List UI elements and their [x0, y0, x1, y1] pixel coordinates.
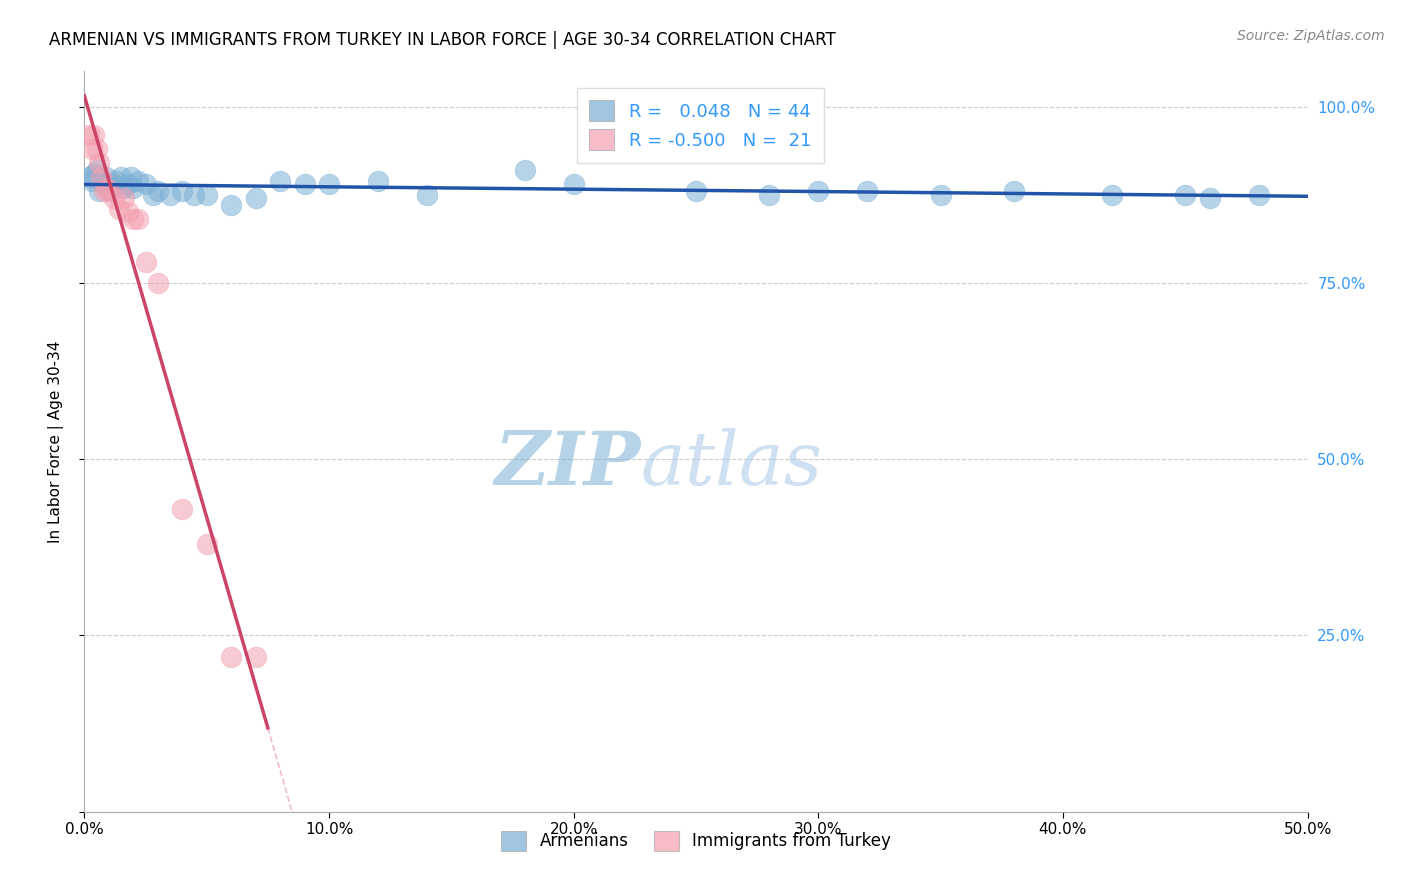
Point [127, 174, 149, 188]
Point [172, 184, 194, 198]
Point [105, 174, 128, 188]
Point [135, 254, 157, 268]
Point [103, 191, 125, 205]
Point [195, 537, 218, 551]
Point [146, 276, 169, 290]
Point [245, 191, 267, 205]
Point [1174, 187, 1197, 202]
Point [127, 212, 149, 227]
Y-axis label: In Labor Force | Age 30-34: In Labor Force | Age 30-34 [48, 340, 63, 543]
Point [416, 187, 439, 202]
Point [117, 205, 139, 219]
Point [219, 198, 242, 212]
Point [142, 187, 165, 202]
Point [146, 184, 169, 198]
Point [86, 142, 108, 156]
Point [929, 187, 952, 202]
Text: Source: ZipAtlas.com: Source: ZipAtlas.com [1237, 29, 1385, 43]
Point [269, 174, 291, 188]
Point [562, 177, 585, 191]
Text: ZIP: ZIP [495, 427, 641, 500]
Point [80, 142, 103, 156]
Point [110, 170, 132, 185]
Point [1002, 184, 1025, 198]
Point [183, 187, 205, 202]
Point [103, 177, 125, 191]
Point [172, 501, 194, 516]
Point [1198, 191, 1220, 205]
Legend: Armenians, Immigrants from Turkey: Armenians, Immigrants from Turkey [494, 823, 898, 859]
Point [117, 177, 139, 191]
Point [93, 177, 115, 191]
Point [83, 128, 105, 142]
Point [122, 212, 145, 227]
Point [159, 187, 181, 202]
Point [1247, 187, 1270, 202]
Point [294, 177, 316, 191]
Point [87, 184, 110, 198]
Point [685, 184, 707, 198]
Point [122, 180, 145, 194]
Point [219, 649, 242, 664]
Point [97, 180, 120, 194]
Point [856, 184, 879, 198]
Point [195, 187, 218, 202]
Point [77, 128, 100, 142]
Point [245, 649, 267, 664]
Point [367, 174, 389, 188]
Point [90, 170, 112, 185]
Point [1101, 187, 1123, 202]
Point [90, 174, 112, 188]
Point [93, 184, 115, 198]
Point [807, 184, 830, 198]
Point [318, 177, 340, 191]
Point [96, 180, 118, 194]
Point [77, 170, 100, 185]
Point [513, 163, 536, 178]
Point [87, 156, 110, 170]
Point [107, 202, 129, 216]
Point [135, 177, 157, 191]
Text: atlas: atlas [641, 427, 823, 500]
Point [758, 187, 780, 202]
Point [100, 184, 122, 198]
Point [97, 184, 120, 198]
Point [112, 191, 135, 205]
Point [112, 180, 135, 194]
Point [86, 163, 108, 178]
Text: ARMENIAN VS IMMIGRANTS FROM TURKEY IN LABOR FORCE | AGE 30-34 CORRELATION CHART: ARMENIAN VS IMMIGRANTS FROM TURKEY IN LA… [49, 31, 837, 49]
Point [120, 170, 142, 185]
Point [80, 174, 103, 188]
Point [96, 170, 118, 185]
Point [83, 167, 105, 181]
